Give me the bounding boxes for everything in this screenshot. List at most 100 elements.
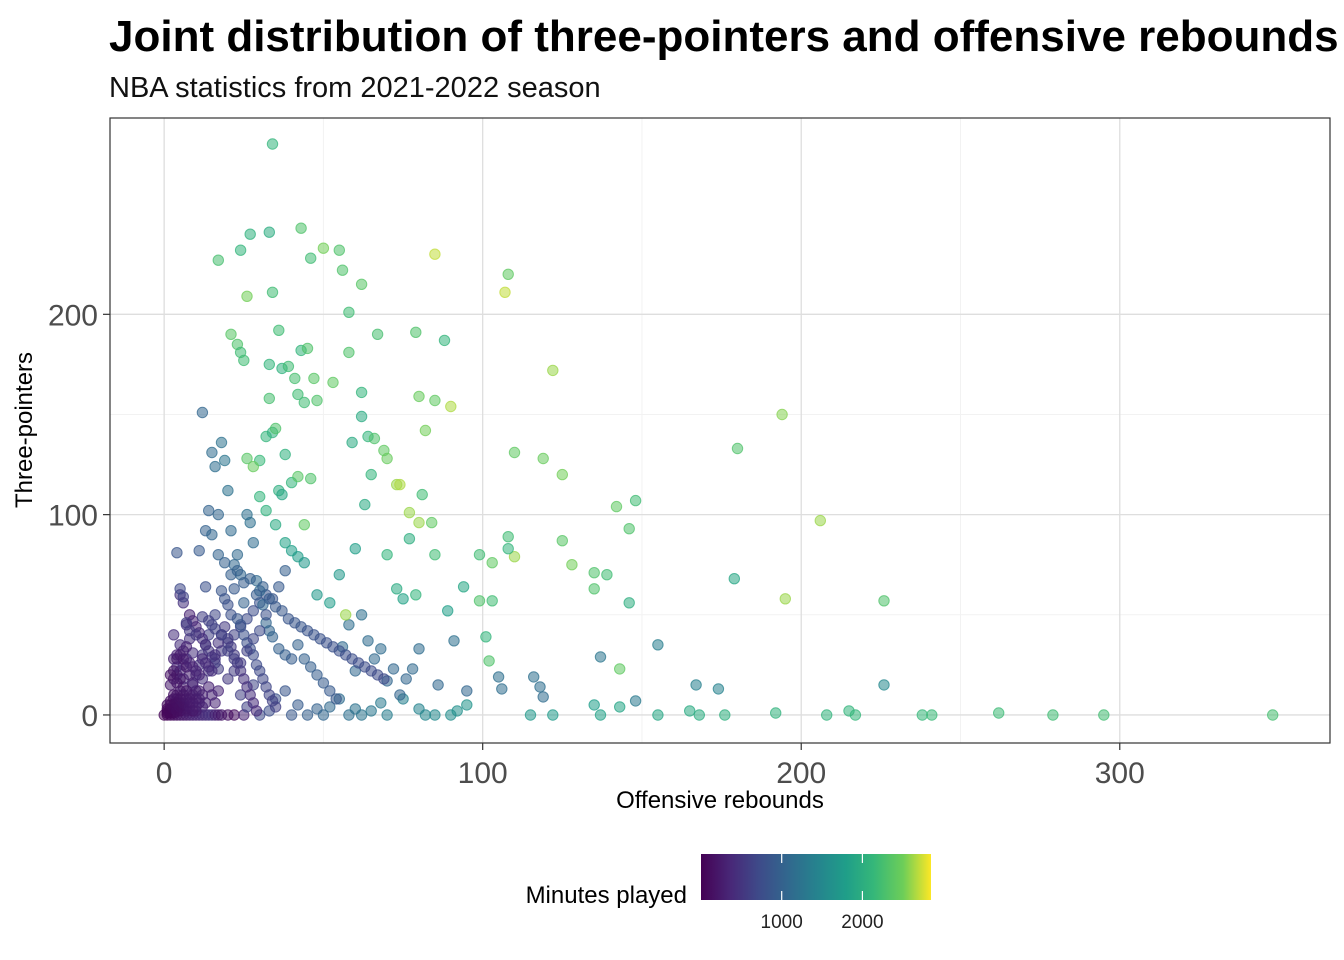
data-point — [247, 460, 260, 473]
data-point — [508, 551, 521, 563]
data-point — [693, 709, 705, 721]
data-point — [429, 394, 441, 407]
data-point — [362, 635, 374, 647]
data-point — [496, 683, 508, 695]
x-axis-title: Offensive rebounds — [616, 787, 824, 814]
data-point — [365, 468, 377, 481]
data-point — [614, 663, 626, 675]
data-point — [375, 643, 387, 655]
data-point — [241, 645, 253, 657]
data-point — [502, 268, 514, 280]
data-point — [623, 523, 635, 535]
y-tick-label: 0 — [81, 700, 98, 733]
data-point — [378, 673, 390, 685]
data-point — [343, 346, 355, 359]
x-tick-label: 200 — [776, 757, 826, 790]
data-point — [276, 605, 288, 617]
data-point — [317, 242, 330, 254]
data-point — [537, 691, 549, 703]
data-point — [301, 709, 314, 721]
data-point — [445, 400, 457, 413]
data-point — [212, 685, 225, 697]
data-point — [254, 490, 266, 503]
data-point — [355, 278, 368, 290]
data-point — [368, 432, 381, 445]
data-point — [279, 565, 291, 577]
data-point — [387, 663, 400, 675]
data-point — [1267, 709, 1279, 721]
panel-border — [109, 117, 1331, 744]
y-axis-title: Three-pointers — [11, 352, 38, 508]
data-point — [451, 705, 463, 717]
data-point — [652, 639, 664, 651]
data-point — [247, 537, 260, 549]
data-point — [413, 516, 425, 529]
data-point — [282, 360, 295, 373]
data-point — [203, 615, 215, 627]
data-point — [594, 709, 607, 721]
data-point — [461, 699, 473, 711]
data-point — [168, 629, 180, 641]
data-point — [209, 649, 221, 661]
data-point — [324, 701, 336, 713]
data-point — [340, 609, 352, 621]
data-point — [614, 701, 626, 713]
data-point — [365, 705, 377, 717]
data-point — [292, 639, 304, 651]
data-point — [508, 446, 521, 459]
data-point — [215, 436, 228, 449]
data-point — [821, 709, 833, 721]
data-point — [238, 354, 250, 367]
data-point — [343, 306, 355, 318]
data-point — [279, 685, 291, 697]
data-point — [770, 707, 782, 719]
data-point — [448, 635, 460, 647]
data-point — [298, 653, 310, 665]
data-point — [1047, 709, 1059, 721]
legend-colorbar — [701, 854, 931, 900]
data-point — [241, 290, 253, 302]
data-point — [346, 436, 358, 449]
data-point — [266, 286, 279, 298]
data-point — [413, 390, 425, 403]
data-point — [403, 506, 416, 519]
data-point — [206, 446, 218, 459]
data-point — [429, 549, 441, 561]
data-point — [199, 581, 212, 593]
x-tick-label: 0 — [156, 757, 173, 790]
data-point — [266, 138, 279, 150]
data-point — [209, 460, 221, 473]
data-point — [279, 448, 291, 461]
data-point — [269, 701, 282, 713]
legend-tick-label: 2000 — [841, 912, 883, 933]
data-point — [203, 504, 215, 517]
data-point — [690, 679, 702, 691]
data-point — [324, 685, 336, 697]
data-point — [279, 537, 291, 549]
data-point — [247, 633, 260, 645]
data-point — [254, 625, 266, 637]
data-point — [400, 673, 412, 685]
data-point — [814, 514, 826, 527]
data-point — [397, 593, 409, 605]
data-point — [212, 508, 225, 521]
data-point — [429, 248, 441, 260]
data-point — [209, 697, 221, 709]
data-point — [355, 410, 368, 423]
data-point — [406, 663, 419, 675]
data-point — [534, 681, 546, 693]
data-point — [594, 651, 607, 663]
data-point — [222, 645, 234, 657]
data-point — [260, 609, 272, 621]
data-point — [849, 709, 862, 721]
data-point — [228, 583, 240, 595]
data-point — [359, 498, 371, 511]
x-tick-label: 300 — [1095, 757, 1145, 790]
data-point — [324, 597, 336, 609]
data-point — [317, 709, 330, 721]
data-point — [712, 683, 725, 695]
data-point — [779, 593, 791, 605]
data-point — [311, 669, 323, 681]
data-point — [391, 583, 403, 595]
